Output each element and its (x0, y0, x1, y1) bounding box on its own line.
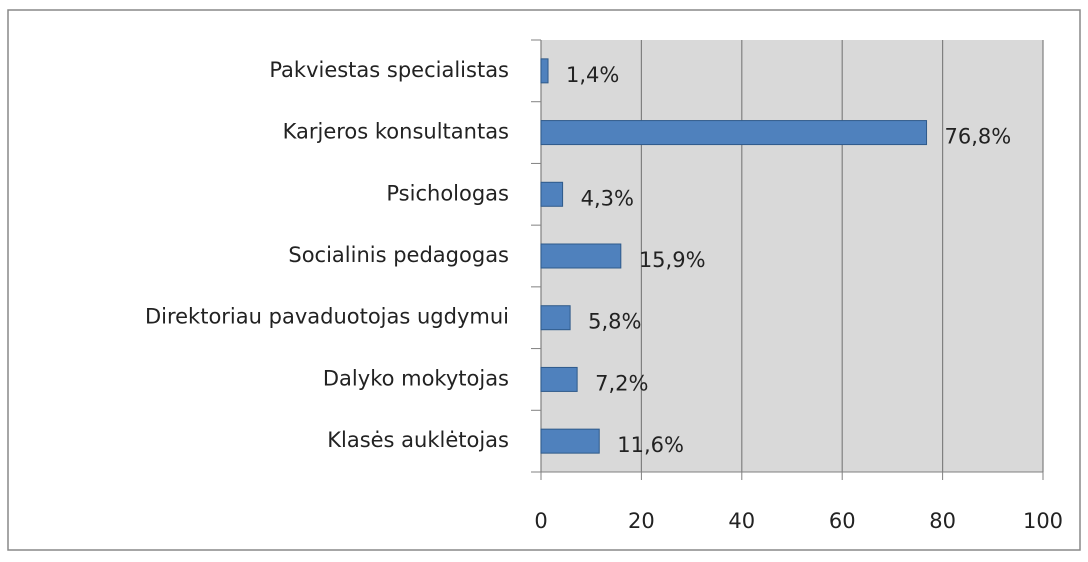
plot-area (541, 40, 1043, 472)
value-label: 1,4% (566, 63, 619, 87)
x-tick-label: 100 (1023, 509, 1063, 533)
x-tick-label: 60 (829, 509, 856, 533)
value-label: 7,2% (595, 371, 648, 395)
x-tick-label: 0 (534, 509, 547, 533)
y-tick-label: Pakviestas specialistas (269, 58, 509, 82)
x-tick-label: 20 (628, 509, 655, 533)
y-tick-label: Klasės auklėtojas (327, 428, 509, 452)
value-label: 11,6% (617, 433, 684, 457)
bar (540, 243, 622, 269)
bar (540, 305, 571, 331)
value-label: 76,8% (945, 125, 1012, 149)
value-label: 15,9% (639, 248, 706, 272)
x-tick-label: 80 (929, 509, 956, 533)
bar (540, 428, 600, 454)
y-tick-label: Psichologas (386, 181, 509, 205)
value-label: 5,8% (588, 310, 641, 334)
bar (540, 366, 578, 392)
bar (540, 181, 564, 207)
y-tick-label: Dalyko mokytojas (323, 366, 509, 390)
bar (540, 120, 928, 146)
y-tick-label: Socialinis pedagogas (288, 243, 509, 267)
x-tick-label: 40 (728, 509, 755, 533)
value-label: 4,3% (581, 186, 634, 210)
y-tick-label: Karjeros konsultantas (283, 120, 509, 144)
y-tick-label: Direktoriau pavaduotojas ugdymui (145, 305, 509, 329)
bar (540, 58, 549, 84)
